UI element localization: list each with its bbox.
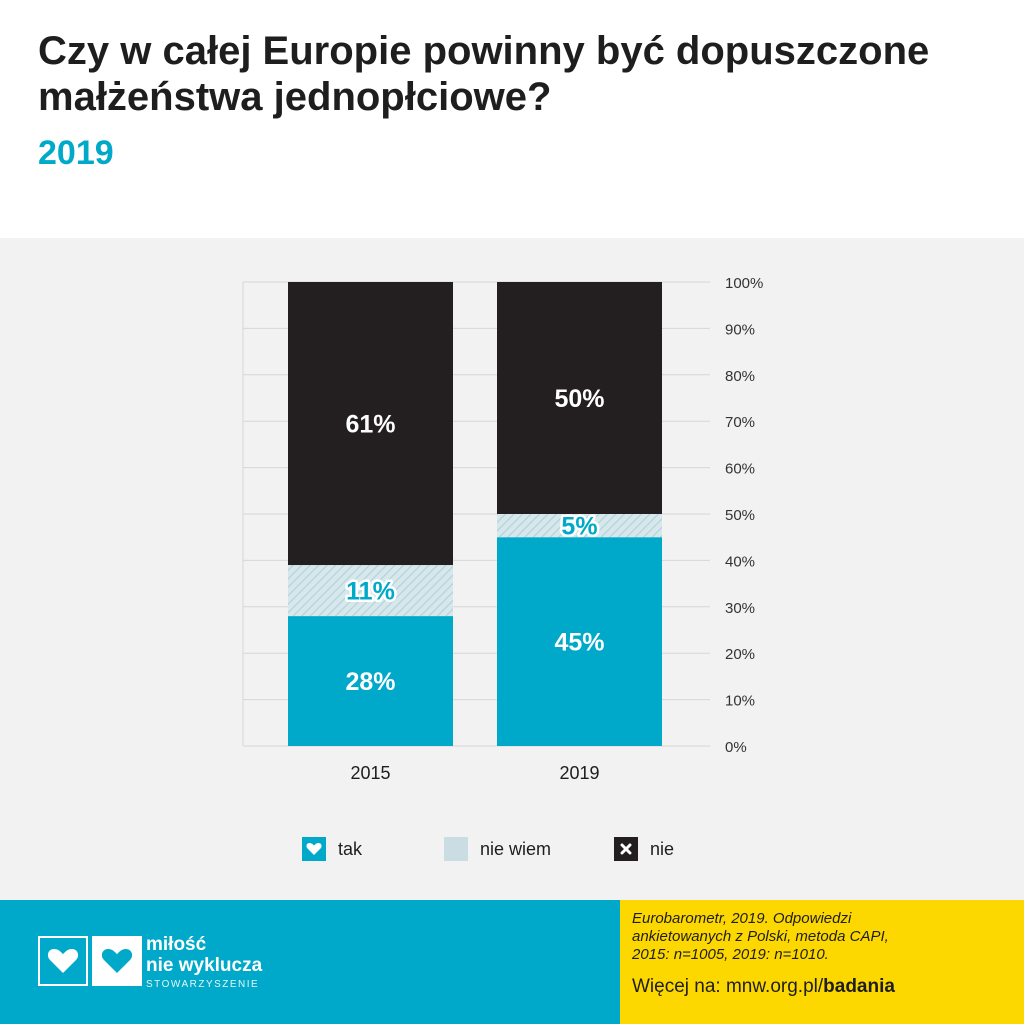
y-tick-label: 100% bbox=[725, 275, 763, 292]
chart-panel: 0% 10% 20% 30% 40% 50% 60% 70% 80% 90% 100% 28% 11% 6… bbox=[0, 238, 1024, 900]
legend-swatch-nie-wiem bbox=[444, 837, 468, 861]
source-line-2: ankietowanych z Polski, metoda CAPI, bbox=[632, 928, 889, 945]
y-tick-label: 80% bbox=[725, 368, 755, 385]
legend-label-nie: nie bbox=[650, 838, 675, 859]
logo-text: miłość nie wyklucza STOWARZYSZENIE bbox=[146, 934, 262, 990]
data-label-tak-2019: 45% bbox=[554, 629, 604, 657]
bar-nie-wiem-2019 bbox=[497, 514, 662, 538]
bar-nie-2015 bbox=[288, 282, 453, 566]
y-tick-label: 10% bbox=[725, 693, 755, 710]
heart-check-icon bbox=[302, 837, 326, 861]
y-tick-label: 0% bbox=[725, 739, 747, 756]
footer-brand: miłość nie wyklucza STOWARZYSZENIE bbox=[0, 900, 620, 1024]
data-label-nie-2019: 50% bbox=[554, 385, 604, 413]
bar-tak-2019 bbox=[497, 537, 662, 746]
source-note: Eurobarometr, 2019. Odpowiedzi ankietowa… bbox=[632, 910, 1012, 964]
more-link-prefix: Więcej na: mnw.org.pl/ bbox=[632, 976, 824, 997]
title-line-2: małżeństwa jednopłciowe? bbox=[38, 75, 552, 119]
source-line-1: Eurobarometr, 2019. Odpowiedzi bbox=[632, 910, 852, 927]
logo-line-1: miłość bbox=[146, 934, 207, 955]
data-label-nie-wiem-2015: 11% bbox=[346, 578, 395, 606]
y-tick-label: 40% bbox=[725, 553, 755, 570]
stacked-bar-chart: 0% 10% 20% 30% 40% 50% 60% 70% 80% 90% 100% 28% 11% 6… bbox=[242, 275, 763, 783]
logo-subtitle: STOWARZYSZENIE bbox=[146, 979, 260, 990]
y-tick-label: 60% bbox=[725, 461, 755, 478]
y-tick-label: 30% bbox=[725, 600, 755, 617]
footer-source: Eurobarometr, 2019. Odpowiedzi ankietowa… bbox=[620, 900, 1024, 1024]
source-line-3: 2015: n=1005, 2019: n=1010. bbox=[632, 946, 829, 963]
legend-label-nie-wiem: nie wiem bbox=[480, 838, 552, 859]
data-label-nie-2015: 61% bbox=[345, 411, 395, 439]
heart-check-logo-icon bbox=[92, 936, 142, 986]
y-tick-label: 90% bbox=[725, 321, 755, 338]
page-title: Czy w całej Europie powinny być dopuszcz… bbox=[38, 28, 998, 120]
data-label-tak-2015: 28% bbox=[345, 668, 395, 696]
heart-outline-icon bbox=[38, 936, 88, 986]
legend-item-nie: nie bbox=[614, 834, 674, 864]
legend-item-nie-wiem: nie wiem bbox=[444, 834, 551, 864]
title-line-1: Czy w całej Europie powinny być dopuszcz… bbox=[38, 29, 930, 73]
page-subtitle: 2019 bbox=[38, 134, 114, 172]
x-tick-label: 2015 bbox=[350, 763, 390, 783]
legend-label-tak: tak bbox=[338, 838, 363, 859]
x-mark-icon bbox=[614, 837, 638, 861]
chart-legend: tak nie wiem nie bbox=[0, 834, 1024, 864]
x-tick-label: 2019 bbox=[559, 763, 599, 783]
legend-item-tak: tak bbox=[302, 834, 362, 864]
y-tick-label: 70% bbox=[725, 414, 755, 431]
bar-tak-2015 bbox=[288, 616, 453, 746]
logo-line-2: nie wyklucza bbox=[146, 955, 263, 976]
more-link-bold: badania bbox=[823, 976, 895, 997]
y-tick-label: 20% bbox=[725, 646, 755, 663]
bar-nie-2019 bbox=[497, 282, 662, 514]
data-label-nie-wiem-2019: 5% bbox=[561, 513, 597, 541]
more-link[interactable]: Więcej na: mnw.org.pl/badania bbox=[632, 976, 895, 998]
y-tick-label: 50% bbox=[725, 507, 755, 524]
bar-nie-wiem-2015 bbox=[288, 565, 453, 617]
logo bbox=[38, 936, 146, 986]
